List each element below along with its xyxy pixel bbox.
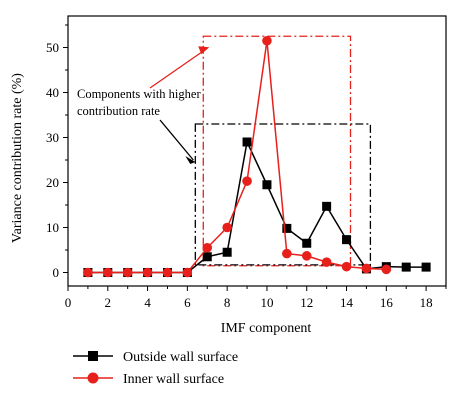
legend-item-outside: Outside wall surface <box>73 350 238 365</box>
y-axis-title: Variance contribution rate (%) <box>10 73 25 243</box>
plot-area-border <box>67 15 447 287</box>
data-point <box>282 248 292 259</box>
axis-layer: 0 2 4 6 8 10 12 14 16 18 0 10 20 30 40 50 <box>46 24 447 310</box>
data-point <box>122 267 133 278</box>
data-point <box>321 257 332 267</box>
y-tick-label: 30 <box>46 130 59 145</box>
x-axis-title: IMF component <box>221 321 312 336</box>
annotation-text-line1: Components with higher <box>77 87 201 101</box>
data-point <box>162 267 173 278</box>
y-tick-label: 20 <box>46 175 59 190</box>
series-layer <box>83 35 431 278</box>
red-arrow-head <box>198 46 210 55</box>
plot-frame <box>67 15 447 287</box>
black-arrow-line <box>159 119 194 161</box>
x-tick-label: 4 <box>144 295 151 310</box>
legend-marker-outside <box>88 351 98 361</box>
black-highlight-box <box>194 123 372 266</box>
data-point <box>262 35 272 46</box>
x-tick-label: 10 <box>260 295 273 310</box>
red-arrow-line <box>149 47 208 89</box>
data-point <box>262 180 272 190</box>
y-tick-label: 10 <box>46 220 59 235</box>
x-tick-label: 18 <box>420 295 433 310</box>
data-point <box>202 242 213 253</box>
x-tick-label: 8 <box>224 295 231 310</box>
data-point <box>381 264 392 275</box>
data-point <box>342 235 352 245</box>
data-point <box>341 261 352 272</box>
data-point <box>202 252 212 262</box>
annotation-boxes <box>149 35 372 267</box>
legend: Outside wall surface Inner wall surface <box>73 350 238 387</box>
y-tick-label: 50 <box>46 40 59 55</box>
data-point <box>301 251 312 261</box>
data-point <box>242 176 252 186</box>
data-point <box>83 267 93 278</box>
x-tick-label: 2 <box>105 295 112 310</box>
legend-label-outside: Outside wall surface <box>123 350 238 365</box>
x-tick-label: 14 <box>340 295 354 310</box>
legend-marker-inner <box>87 372 99 384</box>
legend-item-inner: Inner wall surface <box>73 372 224 387</box>
data-point <box>222 222 232 233</box>
x-tick-label: 6 <box>184 295 191 310</box>
y-tick-label: 40 <box>46 85 59 100</box>
annotation-text-line2: contribution rate <box>77 104 160 118</box>
data-point <box>401 262 411 272</box>
series-inner-wall <box>83 35 392 278</box>
x-tick-label: 16 <box>380 295 394 310</box>
y-tick-label: 0 <box>53 265 60 280</box>
x-tick-label: 0 <box>65 295 72 310</box>
data-point <box>102 267 113 278</box>
data-point <box>282 223 292 233</box>
red-highlight-box <box>202 35 352 267</box>
series-outside-wall <box>83 137 431 277</box>
series-line <box>87 40 387 274</box>
black-arrow-head <box>185 156 196 164</box>
data-point <box>142 267 153 278</box>
data-point <box>182 267 193 278</box>
data-point <box>242 137 252 147</box>
data-point <box>222 247 232 257</box>
series-line <box>87 139 427 274</box>
data-point <box>302 238 312 248</box>
data-point <box>421 262 431 272</box>
data-point <box>322 201 332 211</box>
data-point <box>361 263 372 274</box>
x-tick-label: 12 <box>300 295 313 310</box>
legend-label-inner: Inner wall surface <box>123 372 224 387</box>
